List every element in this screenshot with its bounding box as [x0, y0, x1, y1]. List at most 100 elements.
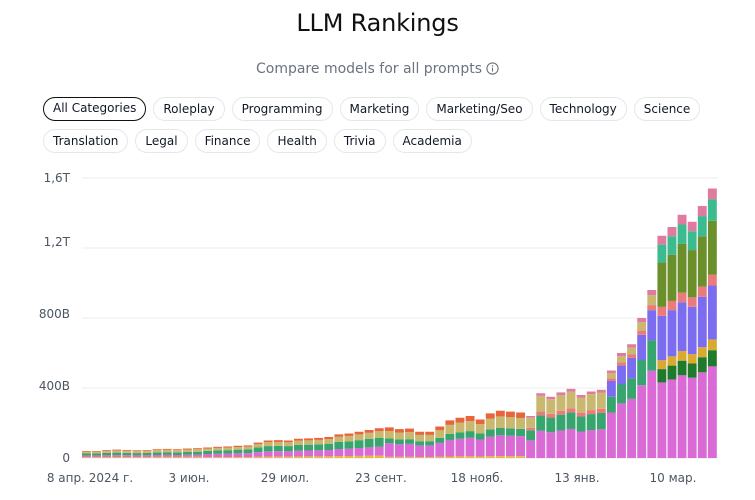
- bar-segment-s2[interactable]: [203, 450, 213, 455]
- bar-segment-s7[interactable]: [586, 394, 596, 411]
- bar-segment-s11[interactable]: [485, 413, 495, 419]
- bar-segment-s11[interactable]: [203, 447, 213, 449]
- bar-segment-s1[interactable]: [516, 436, 525, 457]
- bar-stack[interactable]: [213, 446, 223, 458]
- bar-stack[interactable]: [687, 221, 697, 459]
- bar-segment-s7[interactable]: [304, 440, 313, 445]
- bar-stack[interactable]: [475, 419, 485, 459]
- bar-segment-s4[interactable]: [707, 339, 717, 351]
- bar-segment-s1[interactable]: [263, 451, 273, 457]
- bar-segment-s3[interactable]: [677, 360, 687, 376]
- bar-segment-s11[interactable]: [475, 419, 485, 425]
- bar-segment-s2[interactable]: [435, 437, 445, 443]
- category-chip-all-categories[interactable]: All Categories: [43, 97, 147, 121]
- bar-stack[interactable]: [92, 451, 101, 458]
- bar-stack[interactable]: [536, 393, 546, 459]
- bar-segment-s7[interactable]: [384, 431, 394, 439]
- bar-segment-s6[interactable]: [576, 412, 586, 417]
- bar-segment-s11[interactable]: [243, 445, 253, 447]
- bar-segment-s1[interactable]: [283, 451, 293, 457]
- bar-segment-s7[interactable]: [182, 449, 192, 452]
- bar-stack[interactable]: [304, 438, 313, 458]
- bar-segment-s2[interactable]: [374, 437, 384, 447]
- bar-segment-s6[interactable]: [526, 427, 536, 431]
- bar-segment-s2[interactable]: [617, 384, 626, 404]
- bar-segment-s5[interactable]: [707, 285, 717, 340]
- bar-segment-s1[interactable]: [637, 385, 647, 458]
- bar-segment-s1[interactable]: [142, 455, 152, 458]
- bar-segment-s11[interactable]: [394, 429, 404, 433]
- bar-segment-s11[interactable]: [324, 437, 334, 440]
- bar-segment-s1[interactable]: [657, 382, 667, 458]
- bar-segment-s7[interactable]: [364, 432, 374, 439]
- bar-segment-s2[interactable]: [142, 452, 152, 456]
- bar-segment-s10[interactable]: [637, 318, 647, 323]
- bar-segment-s6[interactable]: [546, 413, 556, 418]
- bar-segment-s5[interactable]: [667, 310, 677, 357]
- bar-segment-s7[interactable]: [314, 439, 324, 445]
- bar-segment-s11[interactable]: [162, 448, 172, 450]
- bar-segment-s6[interactable]: [566, 408, 576, 413]
- bar-segment-s10[interactable]: [627, 344, 637, 348]
- bar-segment-s7[interactable]: [122, 450, 132, 453]
- bar-segment-s10[interactable]: [677, 214, 687, 225]
- bar-stack[interactable]: [334, 434, 344, 458]
- bar-segment-s10[interactable]: [546, 396, 556, 400]
- bar-segment-s0[interactable]: [516, 456, 525, 458]
- bar-segment-s2[interactable]: [556, 414, 566, 431]
- bar-segment-s1[interactable]: [294, 450, 303, 457]
- bar-segment-s1[interactable]: [203, 454, 213, 458]
- bar-segment-s0[interactable]: [122, 457, 132, 458]
- bar-segment-s1[interactable]: [314, 450, 324, 457]
- bar-segment-s2[interactable]: [526, 430, 536, 441]
- bar-segment-s2[interactable]: [465, 431, 475, 438]
- bar-segment-s0[interactable]: [354, 455, 364, 458]
- bar-segment-s1[interactable]: [465, 437, 475, 457]
- category-chip-programming[interactable]: Programming: [231, 97, 333, 121]
- bar-segment-s1[interactable]: [475, 439, 485, 457]
- bar-segment-s1[interactable]: [586, 430, 596, 458]
- bar-stack[interactable]: [405, 428, 414, 458]
- bar-segment-s10[interactable]: [687, 221, 697, 232]
- bar-segment-s11[interactable]: [415, 431, 425, 435]
- bar-segment-s2[interactable]: [233, 449, 243, 454]
- bar-segment-s7[interactable]: [344, 435, 354, 442]
- bar-segment-s1[interactable]: [485, 436, 495, 457]
- bar-segment-s0[interactable]: [142, 457, 152, 458]
- bar-segment-s1[interactable]: [112, 455, 122, 457]
- bar-segment-s5[interactable]: [627, 357, 637, 379]
- category-chip-trivia[interactable]: Trivia: [333, 129, 386, 153]
- bar-segment-s0[interactable]: [435, 456, 445, 458]
- bar-stack[interactable]: [132, 450, 142, 458]
- bar-segment-s1[interactable]: [162, 454, 172, 457]
- bar-segment-s2[interactable]: [193, 451, 202, 455]
- bar-segment-s11[interactable]: [445, 420, 455, 425]
- bar-segment-s6[interactable]: [647, 305, 657, 311]
- bar-stack[interactable]: [556, 392, 566, 458]
- bar-segment-s10[interactable]: [576, 395, 586, 398]
- bar-segment-s7[interactable]: [294, 440, 303, 445]
- bar-segment-s0[interactable]: [415, 456, 425, 458]
- bar-segment-s1[interactable]: [435, 442, 445, 457]
- bar-segment-s7[interactable]: [536, 395, 546, 412]
- bar-segment-s6[interactable]: [697, 286, 707, 297]
- bar-segment-s7[interactable]: [526, 417, 536, 428]
- bar-segment-s7[interactable]: [193, 449, 202, 452]
- bar-segment-s8[interactable]: [687, 250, 697, 298]
- bar-segment-s11[interactable]: [344, 433, 354, 436]
- bar-segment-s7[interactable]: [596, 392, 606, 409]
- bar-stack[interactable]: [546, 396, 556, 458]
- bar-stack[interactable]: [485, 413, 495, 458]
- bar-segment-s11[interactable]: [273, 440, 283, 442]
- bar-segment-s7[interactable]: [516, 417, 525, 429]
- category-chip-finance[interactable]: Finance: [194, 129, 261, 153]
- bar-segment-s1[interactable]: [394, 444, 404, 457]
- bar-segment-s1[interactable]: [415, 445, 425, 457]
- bar-segment-s1[interactable]: [344, 448, 354, 457]
- bar-segment-s5[interactable]: [677, 302, 687, 351]
- category-chip-technology[interactable]: Technology: [539, 97, 627, 121]
- bar-segment-s0[interactable]: [182, 456, 192, 458]
- bar-segment-s2[interactable]: [304, 444, 313, 451]
- bar-segment-s1[interactable]: [687, 377, 697, 459]
- bar-segment-s7[interactable]: [445, 424, 455, 434]
